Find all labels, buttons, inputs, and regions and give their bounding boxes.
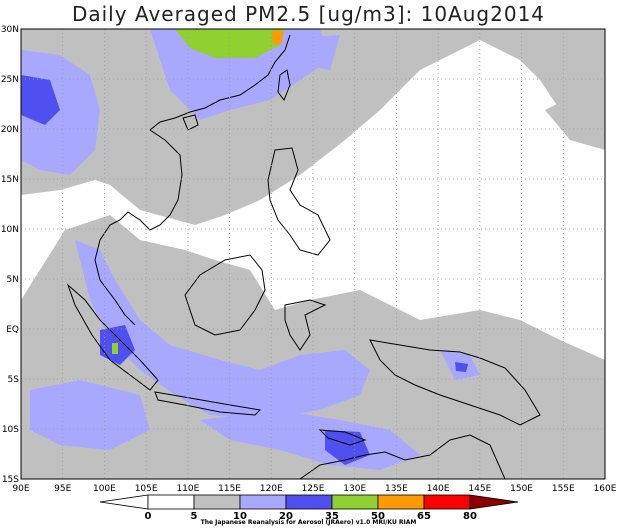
lon-label: 100E — [93, 484, 116, 494]
latitude-labels: 30N 25N 20N 15N 10N 5N EQ 5S 10S 15S — [1, 25, 19, 485]
field-lavender-south — [30, 380, 150, 450]
coastline-china — [149, 34, 291, 131]
colorbar-seg-65-80 — [377, 494, 425, 510]
lon-label: 140E — [427, 484, 450, 494]
field-blue-newguinea — [455, 362, 468, 372]
field-orange-china — [272, 31, 283, 44]
lon-label: 135E — [385, 484, 408, 494]
lon-label: 160E — [594, 484, 617, 494]
lon-label: 110E — [176, 484, 199, 494]
lon-label: 95E — [54, 484, 71, 494]
lat-label: 10S — [2, 425, 19, 435]
coastline-sulawesi — [284, 299, 327, 351]
coastline-java — [154, 391, 262, 416]
colorbar-seg-20-35 — [239, 494, 287, 510]
lon-label: 155E — [552, 484, 575, 494]
colorbar-seg-0-5 — [99, 494, 149, 510]
colorbar-seg-35-50 — [285, 494, 333, 510]
lat-label: 20N — [1, 125, 19, 135]
longitude-labels: 90E 95E 100E 105E 110E 115E 120E 125E 130E 135E 14… — [12, 484, 616, 494]
colorbar-level-label: 65 — [417, 511, 431, 522]
coastline-philippines — [267, 147, 331, 256]
lat-label: 15S — [2, 475, 19, 485]
lat-label: 5S — [8, 375, 20, 385]
field-lavender-peninsula — [75, 240, 370, 420]
lon-label: 125E — [302, 484, 325, 494]
colorbar: 0 5 10 20 35 50 65 80 — [99, 494, 519, 522]
graticule — [21, 29, 605, 479]
coastline-newguinea — [369, 339, 541, 426]
colorbar-seg-10-20 — [193, 494, 241, 510]
colorbar-level-label: 5 — [191, 511, 198, 522]
coastline-sumatra — [66, 283, 159, 391]
colorbar-level-label: 0 — [145, 511, 152, 522]
lat-label: 25N — [1, 75, 19, 85]
lon-label: 150E — [510, 484, 533, 494]
colorbar-level-label: 80 — [463, 511, 477, 522]
lon-label: 90E — [12, 484, 29, 494]
coastline-hainan — [182, 114, 199, 131]
lon-label: 120E — [260, 484, 283, 494]
lat-label: EQ — [6, 325, 19, 335]
colorbar-level-label: 50 — [371, 511, 385, 522]
map-frame — [20, 28, 606, 480]
lat-label: 10N — [1, 225, 19, 235]
field-green-china — [175, 29, 285, 58]
colorbar-level-label: 35 — [325, 511, 339, 522]
lon-label: 145E — [468, 484, 491, 494]
lat-label: 15N — [1, 175, 19, 185]
field-green-sumatra — [112, 343, 118, 354]
field-gray-east — [545, 80, 605, 150]
credit-line: The Japanese Reanalysis for Aerosol (JRA… — [200, 519, 417, 526]
plot-title: Daily Averaged PM2.5 [ug/m3]: 10Aug2014 — [71, 2, 546, 26]
coastline-taiwan — [277, 69, 291, 102]
colorbar-seg-5-10 — [147, 494, 195, 510]
coastlines — [66, 34, 541, 479]
lat-label: 5N — [7, 275, 19, 285]
field-blue-west — [21, 75, 60, 125]
lat-label: 30N — [1, 25, 19, 35]
colorbar-level-label: 10 — [233, 511, 247, 522]
lon-label: 105E — [135, 484, 158, 494]
colorbar-seg-over — [469, 494, 519, 510]
colorbar-level-label: 20 — [279, 511, 293, 522]
colorbar-seg-50-65 — [331, 494, 379, 510]
lon-label: 115E — [218, 484, 241, 494]
coastline-indochina — [94, 129, 183, 326]
lon-label: 130E — [343, 484, 366, 494]
coastline-australia — [299, 434, 506, 479]
field-gray-central — [21, 215, 605, 479]
concentration-fields — [21, 29, 605, 479]
coastline-borneo — [184, 254, 266, 336]
coastline-timor — [318, 429, 367, 446]
colorbar-labels: 0 5 10 20 35 50 65 80 — [145, 511, 477, 522]
colorbar-seg-80 — [423, 494, 471, 510]
